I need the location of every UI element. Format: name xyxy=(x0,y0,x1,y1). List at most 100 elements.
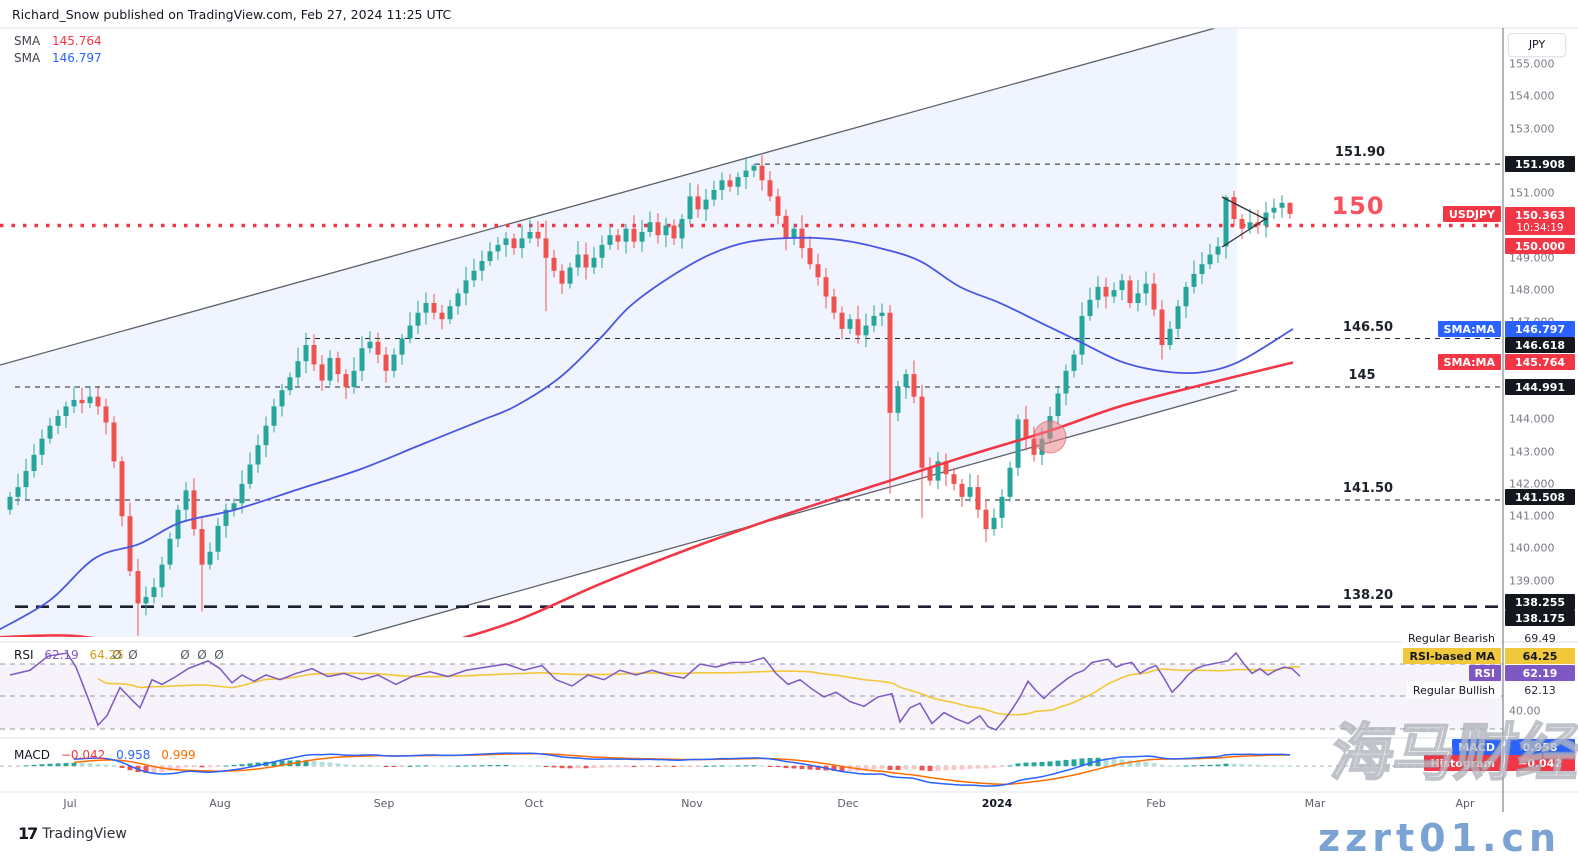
macd-histogram-bar xyxy=(1135,761,1141,766)
macd-histogram-bar xyxy=(1015,763,1021,766)
candle-body xyxy=(327,357,333,381)
macd-histogram-bar xyxy=(151,766,157,773)
candle-body xyxy=(199,529,205,565)
price-tick-label: 144.000 xyxy=(1509,412,1555,426)
macd-histogram-bar xyxy=(495,764,501,766)
macd-histogram-bar xyxy=(343,764,349,766)
macd-histogram-bar xyxy=(231,764,237,766)
candle-body xyxy=(1071,354,1077,371)
price-tick-label: 153.000 xyxy=(1509,122,1555,136)
tradingview-brand[interactable]: 17 TradingView xyxy=(18,824,127,843)
macd-histogram-bar xyxy=(519,765,525,767)
macd-histogram-bar xyxy=(655,766,661,767)
macd-histogram-bar xyxy=(943,766,949,771)
candle-body xyxy=(1015,419,1021,468)
rsi-axis-tag: Regular Bearish xyxy=(1401,630,1501,646)
sma-slow-legend-row[interactable]: SMA 146.797 xyxy=(14,50,102,67)
price-tick-label: 148.000 xyxy=(1509,283,1555,297)
macd-histogram-bar xyxy=(647,766,653,767)
macd-histogram-bar xyxy=(1087,758,1093,766)
macd-histogram-bar xyxy=(1007,765,1013,767)
price-tick-label: 155.000 xyxy=(1509,57,1555,71)
highlight-circle-marker xyxy=(1033,420,1067,454)
rsi-pane-legend[interactable]: RSI 62.19 64.25 xyxy=(14,648,124,662)
macd-histogram-bar xyxy=(1287,765,1293,767)
rsi-divergence-marker: Ø xyxy=(112,648,121,662)
candle-body xyxy=(631,228,637,242)
sma-slow-value: 146.797 xyxy=(52,51,102,65)
macd-histogram-bar xyxy=(255,762,261,766)
candle-body xyxy=(1287,202,1293,214)
macd-histogram-bar xyxy=(959,766,965,770)
macd-histogram-bar xyxy=(999,766,1005,767)
macd-histogram-bar xyxy=(1207,764,1213,766)
macd-histogram-bar xyxy=(815,766,821,770)
macd-histogram-bar xyxy=(599,766,605,768)
macd-histogram-bar xyxy=(767,766,773,767)
trend-channel-lower-line xyxy=(351,389,1238,637)
candle-body xyxy=(311,345,317,365)
macd-histogram-bar xyxy=(1079,758,1085,766)
macd-histogram-bar xyxy=(511,765,517,767)
macd-pane-legend[interactable]: MACD −0.042 0.958 0.999 xyxy=(14,748,196,762)
sma-fast-legend-row[interactable]: SMA 145.764 xyxy=(14,33,102,50)
rsi-axis-tag: Regular Bullish xyxy=(1406,682,1501,698)
candle-body xyxy=(1135,293,1141,304)
level-label-151.90: 151.90 xyxy=(1334,145,1386,161)
candle-body xyxy=(127,516,133,572)
macd-histogram-bar xyxy=(991,766,997,768)
macd-histogram-bar xyxy=(471,765,477,767)
macd-label: MACD xyxy=(14,748,50,762)
trend-channel-upper-line xyxy=(0,28,1218,366)
price-axis-badge: 151.908 xyxy=(1505,156,1575,172)
macd-histogram-bar xyxy=(415,765,421,767)
candle-body xyxy=(511,238,517,249)
rsi-tick-label: 40.00 xyxy=(1509,704,1541,718)
candle-body xyxy=(743,170,749,178)
candle-body xyxy=(1191,273,1197,287)
candle-body xyxy=(991,517,997,530)
time-axis-label-Nov: Nov xyxy=(681,797,703,810)
macd-histogram-bar xyxy=(735,765,741,767)
candle-body xyxy=(559,270,565,284)
macd-histogram-bar xyxy=(367,764,373,766)
time-axis-label-Feb: Feb xyxy=(1146,797,1166,810)
macd-histogram-bar xyxy=(695,766,701,767)
candle-body xyxy=(215,525,221,552)
macd-histogram-bar xyxy=(1215,764,1221,766)
candle-body xyxy=(623,228,629,242)
macd-histogram-bar xyxy=(895,766,901,771)
candle-body xyxy=(687,196,693,220)
candle-body xyxy=(831,296,837,313)
candle-body xyxy=(735,177,741,187)
price-axis-badge: 138.175 xyxy=(1505,610,1575,626)
price-tick-label: 143.000 xyxy=(1509,445,1555,459)
candle-body xyxy=(407,325,413,339)
macd-histogram-bar xyxy=(839,766,845,772)
candle-body xyxy=(263,425,269,446)
macd-histogram-bar xyxy=(799,766,805,769)
rsi-axis-tag: RSI-based MA xyxy=(1403,648,1501,664)
price-tick-label: 141.000 xyxy=(1509,509,1555,523)
macd-histogram-bar xyxy=(831,766,837,771)
candle-body xyxy=(919,396,925,468)
candle-body xyxy=(119,461,125,517)
candle-body xyxy=(727,180,733,187)
candle-body xyxy=(471,270,477,281)
macd-histogram-bar xyxy=(1143,762,1149,766)
candle-body xyxy=(1087,299,1093,316)
macd-histogram-bar xyxy=(679,766,685,767)
macd-axis-tag: MACD xyxy=(1452,739,1501,755)
candle-body xyxy=(431,303,437,313)
candle-body xyxy=(111,422,117,462)
currency-unit-button[interactable]: JPY xyxy=(1508,33,1566,57)
price-tick-label: 149.000 xyxy=(1509,251,1555,265)
level-label-138.20: 138.20 xyxy=(1342,587,1394,603)
macd-histogram-bar xyxy=(591,766,597,769)
macd-histogram-bar xyxy=(319,761,325,766)
price-axis-badge: 146.618 xyxy=(1505,337,1575,353)
time-axis-label-Mar: Mar xyxy=(1304,797,1326,810)
candle-body xyxy=(839,312,845,329)
macd-histogram-bar xyxy=(543,766,549,767)
